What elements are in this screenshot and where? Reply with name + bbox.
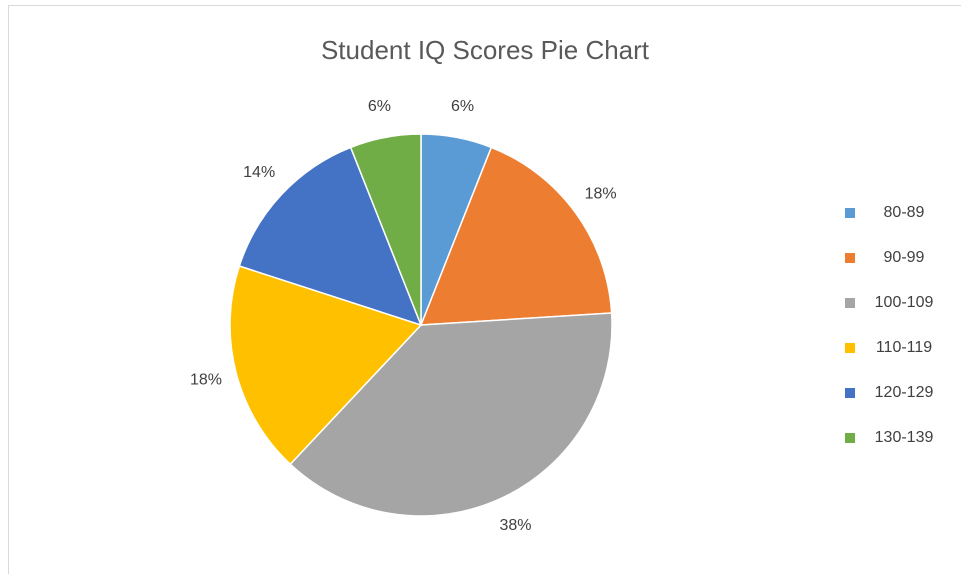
data-label: 6% — [451, 98, 474, 115]
legend-label: 100-109 — [875, 294, 934, 311]
pie-slice — [289, 312, 613, 517]
data-label: 6% — [368, 98, 391, 115]
pie-slice — [229, 265, 423, 466]
legend-label: 120-129 — [875, 384, 934, 401]
chart-title: Student IQ Scores Pie Chart — [321, 35, 650, 65]
legend-label: 90-99 — [884, 249, 925, 266]
pie-slice — [419, 146, 613, 326]
legend-label: 110-119 — [876, 339, 932, 356]
data-label: 38% — [500, 517, 532, 534]
legend-swatch — [845, 208, 855, 218]
pie-slice — [349, 133, 422, 326]
legend-label: 130-139 — [875, 429, 934, 446]
legend-swatch — [845, 298, 855, 308]
data-label: 14% — [243, 164, 275, 181]
legend-swatch — [845, 343, 855, 353]
legend-swatch — [845, 388, 855, 398]
data-label: 18% — [190, 371, 222, 388]
legend-swatch — [845, 253, 855, 263]
pie-slice — [238, 146, 423, 327]
data-label: 18% — [585, 186, 617, 203]
legend-label: 80-89 — [884, 204, 925, 221]
legend-swatch — [845, 433, 855, 443]
